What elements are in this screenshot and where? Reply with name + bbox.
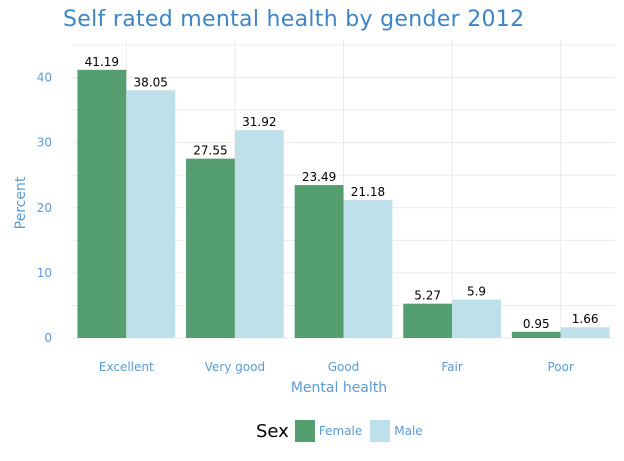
legend: Sex Female Male: [256, 419, 431, 443]
y-tick-label: 10: [37, 266, 52, 280]
data-label: 0.95: [523, 317, 550, 331]
bar-male: [560, 327, 610, 338]
legend-label-male: Male: [394, 424, 423, 438]
x-tick-label: Fair: [441, 360, 462, 374]
bar-female: [294, 185, 344, 338]
bar-male: [126, 90, 176, 338]
data-label: 21.18: [351, 185, 385, 199]
data-label: 23.49: [302, 170, 336, 184]
y-axis-ticks: 0 10 20 30 40: [37, 71, 52, 345]
bar-female: [511, 331, 561, 338]
chart-title: Self rated mental health by gender 2012: [63, 7, 525, 32]
bar-male: [452, 299, 501, 338]
x-axis-title: Mental health: [291, 380, 387, 396]
legend-title: Sex: [256, 420, 289, 442]
data-label: 5.27: [414, 289, 441, 303]
data-label: 27.55: [193, 144, 227, 158]
legend-item-male: Male: [370, 420, 426, 442]
bar-female: [77, 69, 127, 338]
x-tick-label: Poor: [547, 360, 573, 374]
x-tick-label: Very good: [205, 360, 265, 374]
x-tick-label: Good: [328, 360, 360, 374]
data-label: 5.9: [467, 285, 486, 299]
bars: [77, 69, 610, 338]
legend-swatch-female: [294, 420, 315, 442]
data-label: 38.05: [134, 75, 168, 89]
x-axis-ticks: Excellent Very good Good Fair Poor: [99, 360, 574, 374]
y-tick-label: 40: [37, 71, 52, 85]
y-tick-label: 0: [44, 331, 52, 345]
x-tick-label: Excellent: [99, 360, 154, 374]
data-label: 31.92: [242, 115, 276, 129]
y-tick-label: 20: [37, 201, 52, 215]
data-label: 1.66: [572, 312, 599, 326]
legend-label-female: Female: [318, 424, 363, 438]
legend-item-female: Female: [294, 420, 366, 442]
data-label: 41.19: [85, 55, 119, 69]
legend-swatch-male: [370, 420, 391, 442]
bar-female: [403, 303, 453, 338]
y-tick-label: 30: [37, 136, 52, 150]
bar-female: [186, 158, 235, 338]
bar-male: [234, 130, 284, 338]
bar-male: [343, 200, 393, 338]
data-labels: 41.19 38.05 27.55 31.92 23.49 21.18 5.27 5.9 0.9…: [85, 55, 599, 331]
y-axis-title: Percent: [13, 176, 29, 229]
